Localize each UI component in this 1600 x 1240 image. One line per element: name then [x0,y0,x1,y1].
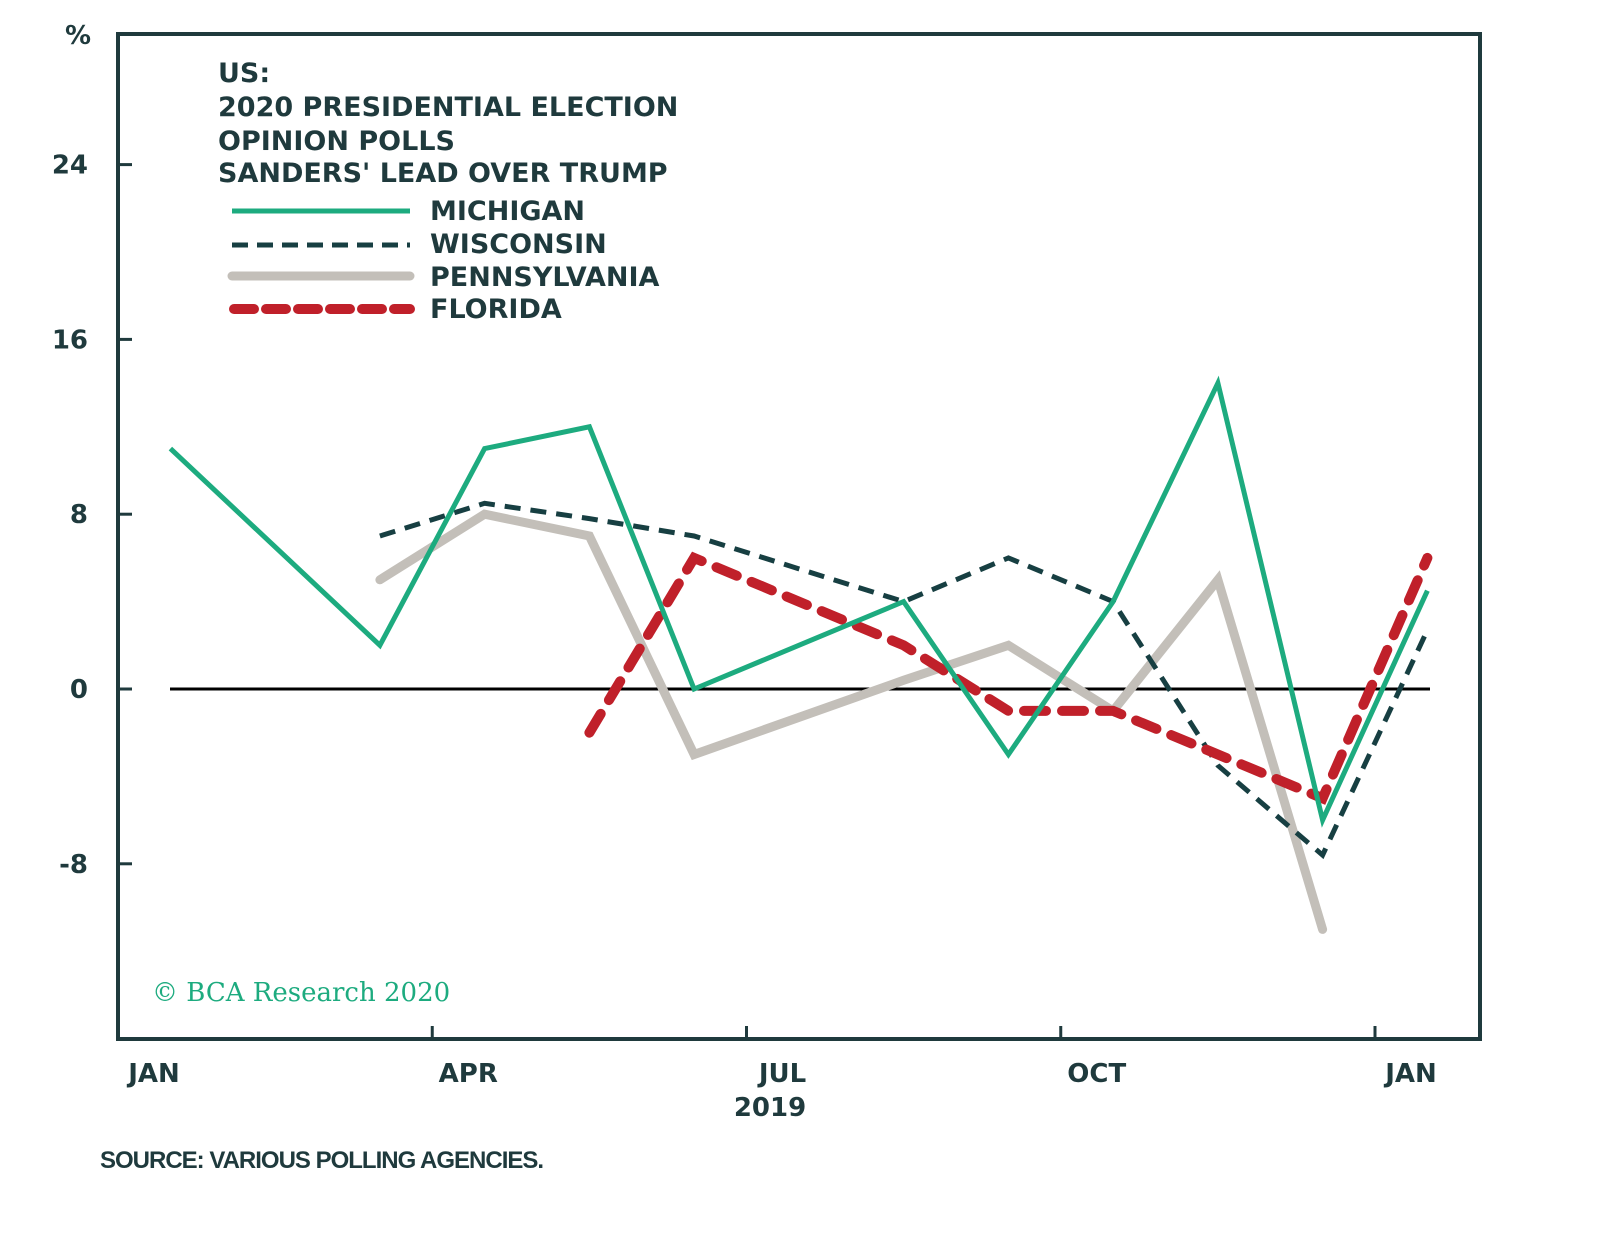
source-note: SOURCE: VARIOUS POLLING AGENCIES. [100,1147,543,1174]
series-layer [168,375,1433,934]
chart-title: US: 2020 PRESIDENTIAL ELECTION OPINION P… [218,58,678,189]
data-point-florida [1321,796,1325,800]
data-point-michigan [168,447,172,451]
plot-frame [116,32,1482,1041]
data-point-pennsylvania [1006,643,1010,647]
data-point-pennsylvania [1216,578,1220,582]
data-point-wisconsin [378,534,382,538]
y-tick-label: 8 [70,500,88,530]
data-point-pennsylvania [587,534,591,538]
chart-title-line: OPINION POLLS [218,126,455,157]
data-point-pennsylvania [692,753,696,757]
data-point-florida [587,731,591,735]
data-point-florida [1216,753,1220,757]
x-tick-label: OCT [1067,1059,1126,1089]
data-point-wisconsin [1321,853,1325,857]
series-line-wisconsin [379,500,1430,860]
data-point-florida [1425,556,1429,560]
copyright-notice: © BCA Research 2020 [152,978,450,1008]
data-point-wisconsin [587,517,591,521]
data-point-wisconsin [692,534,696,538]
x-tick-label: APR [439,1059,498,1089]
data-point-wisconsin [1216,763,1220,767]
data-point-pennsylvania [1321,927,1325,931]
data-point-florida [902,643,906,647]
x-tick-label: JAN [1383,1059,1437,1089]
data-point-michigan [692,687,696,691]
x-tick-label: JAN [126,1059,180,1089]
data-point-michigan [1111,600,1115,604]
data-point-pennsylvania [902,678,906,682]
data-point-wisconsin [483,501,487,505]
x-axis: JAN APR JUL OCT JAN [126,1026,1437,1089]
data-point-wisconsin [1425,628,1429,632]
y-tick-label: 16 [52,325,88,355]
data-point-wisconsin [1006,556,1010,560]
data-point-michigan [1321,818,1325,822]
legend-label-pennsylvania: PENNSYLVANIA [430,262,660,293]
data-point-michigan [1425,589,1429,593]
series-line-pennsylvania [375,509,1328,934]
data-point-pennsylvania [378,578,382,582]
x-axis-year-label: 2019 [734,1093,806,1123]
y-axis-unit-label: % [65,21,91,51]
legend-label-florida: FLORIDA [430,294,562,325]
data-point-michigan [483,447,487,451]
data-point-florida [1006,709,1010,713]
chart-title-line: 2020 PRESIDENTIAL ELECTION [218,92,678,123]
data-point-michigan [587,425,591,429]
data-point-michigan [1216,381,1220,385]
data-point-michigan [378,643,382,647]
series-line-michigan [168,375,1430,828]
y-axis: 24 16 8 0 -8 [52,151,132,880]
y-tick-label: 24 [52,151,88,181]
data-point-pennsylvania [483,512,487,516]
data-point-michigan [1006,753,1010,757]
legend: MICHIGAN WISCONSIN PENNSYLVANIA FLORIDA [227,196,660,325]
data-point-florida [692,556,696,560]
y-tick-label: 0 [70,675,88,705]
x-tick-label: JUL [757,1059,806,1089]
y-tick-label: -8 [59,850,88,880]
chart-title-line: US: [218,58,270,89]
series-line-florida [584,551,1433,805]
data-point-michigan [902,600,906,604]
chart-title-line: SANDERS' LEAD OVER TRUMP [218,158,668,189]
data-point-florida [1111,709,1115,713]
legend-label-michigan: MICHIGAN [430,196,585,227]
legend-label-wisconsin: WISCONSIN [430,229,607,260]
